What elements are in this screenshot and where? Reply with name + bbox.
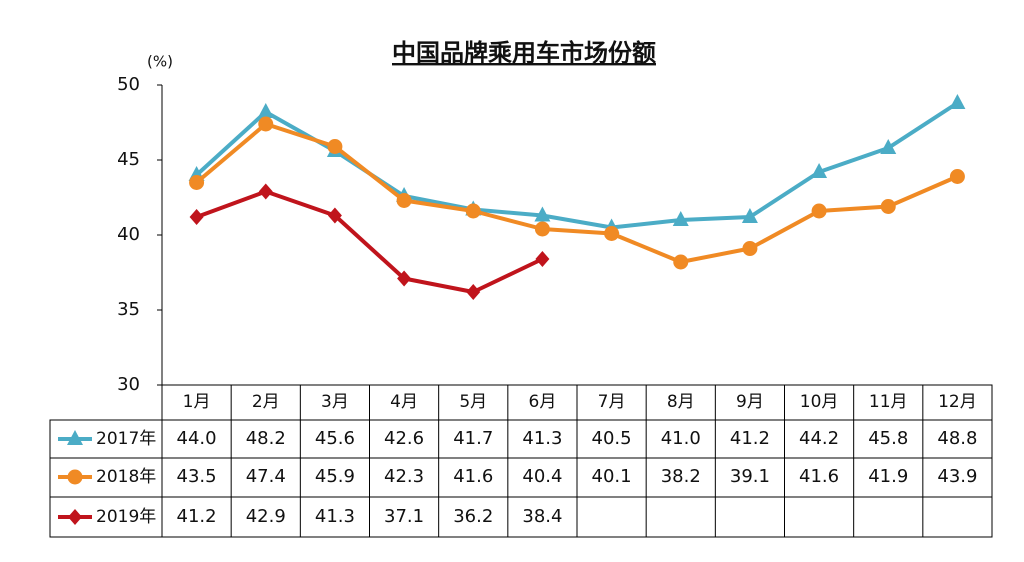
x-tick-label: 3月 [321, 392, 349, 412]
legend-label: 2017年 [96, 429, 156, 449]
marker [67, 469, 83, 485]
table-value: 42.6 [384, 428, 424, 449]
table-value: 41.0 [661, 428, 701, 449]
marker [189, 209, 204, 225]
marker [672, 211, 689, 226]
y-tick-label: 35 [117, 299, 140, 320]
table-value: 45.9 [315, 466, 355, 487]
y-tick-label: 45 [117, 149, 140, 170]
table-value: 41.2 [730, 428, 770, 449]
table-value: 42.3 [384, 466, 424, 487]
marker [258, 183, 273, 200]
chart-title: 中国品牌乘用车市场份额 [392, 39, 656, 67]
marker [397, 270, 412, 287]
y-tick-label: 50 [117, 74, 140, 95]
marker [466, 284, 481, 300]
table-value: 36.2 [453, 506, 493, 527]
legend-label: 2019年 [96, 507, 156, 527]
series-line [195, 189, 544, 294]
marker [811, 203, 827, 219]
table-value: 43.5 [177, 466, 217, 487]
x-tick-label: 9月 [736, 392, 764, 412]
marker [327, 207, 342, 224]
x-tick-label: 12月 [938, 392, 977, 412]
table-value: 39.1 [730, 466, 770, 487]
table-value: 40.4 [522, 466, 562, 487]
table-value: 41.3 [315, 506, 355, 527]
table-value: 47.4 [246, 466, 286, 487]
marker [811, 163, 828, 178]
table-value: 48.2 [246, 428, 286, 449]
table-value: 41.2 [177, 506, 217, 527]
table-value: 41.7 [453, 428, 493, 449]
marker [741, 208, 758, 223]
table-value: 43.9 [937, 466, 977, 487]
marker [327, 139, 343, 154]
x-tick-label: 2月 [252, 392, 280, 412]
marker [68, 509, 82, 525]
x-tick-label: 8月 [667, 392, 695, 412]
series-line [195, 122, 959, 264]
table-value: 48.8 [937, 428, 977, 449]
marker [949, 169, 965, 184]
marker [742, 241, 758, 256]
marker [604, 226, 620, 241]
x-tick-label: 1月 [183, 392, 211, 412]
x-tick-label: 11月 [869, 392, 908, 412]
y-tick-label: 30 [117, 374, 140, 395]
x-tick-label: 7月 [598, 392, 626, 412]
marker [535, 251, 550, 267]
table-value: 41.6 [453, 466, 493, 487]
table-value: 42.9 [246, 506, 286, 527]
table-value: 45.6 [315, 428, 355, 449]
marker [257, 103, 274, 118]
y-axis-label: (%) [147, 53, 173, 71]
table-value: 41.9 [868, 466, 908, 487]
x-tick-label: 6月 [529, 392, 557, 412]
table-value: 41.6 [799, 466, 839, 487]
table-value: 44.2 [799, 428, 839, 449]
marker [880, 139, 897, 154]
table-value: 38.2 [661, 466, 701, 487]
table-value: 40.5 [592, 428, 632, 449]
table-value: 38.4 [522, 506, 562, 527]
marker [534, 206, 551, 222]
table-value: 44.0 [177, 428, 217, 449]
marker [880, 199, 896, 214]
x-tick-label: 4月 [390, 392, 418, 412]
marker [949, 94, 966, 109]
table-value: 41.3 [522, 428, 562, 449]
table-value: 45.8 [868, 428, 908, 449]
x-tick-label: 10月 [800, 392, 839, 412]
table-value: 40.1 [592, 466, 632, 487]
x-tick-label: 5月 [459, 392, 487, 412]
marker [673, 254, 689, 270]
marker [465, 203, 481, 219]
marker [67, 430, 83, 445]
marker [396, 193, 412, 208]
y-tick-label: 40 [117, 224, 140, 245]
marker [534, 221, 550, 237]
legend-label: 2018年 [96, 467, 156, 487]
marker [189, 175, 205, 190]
table-value: 37.1 [384, 506, 424, 527]
marker [258, 116, 274, 132]
